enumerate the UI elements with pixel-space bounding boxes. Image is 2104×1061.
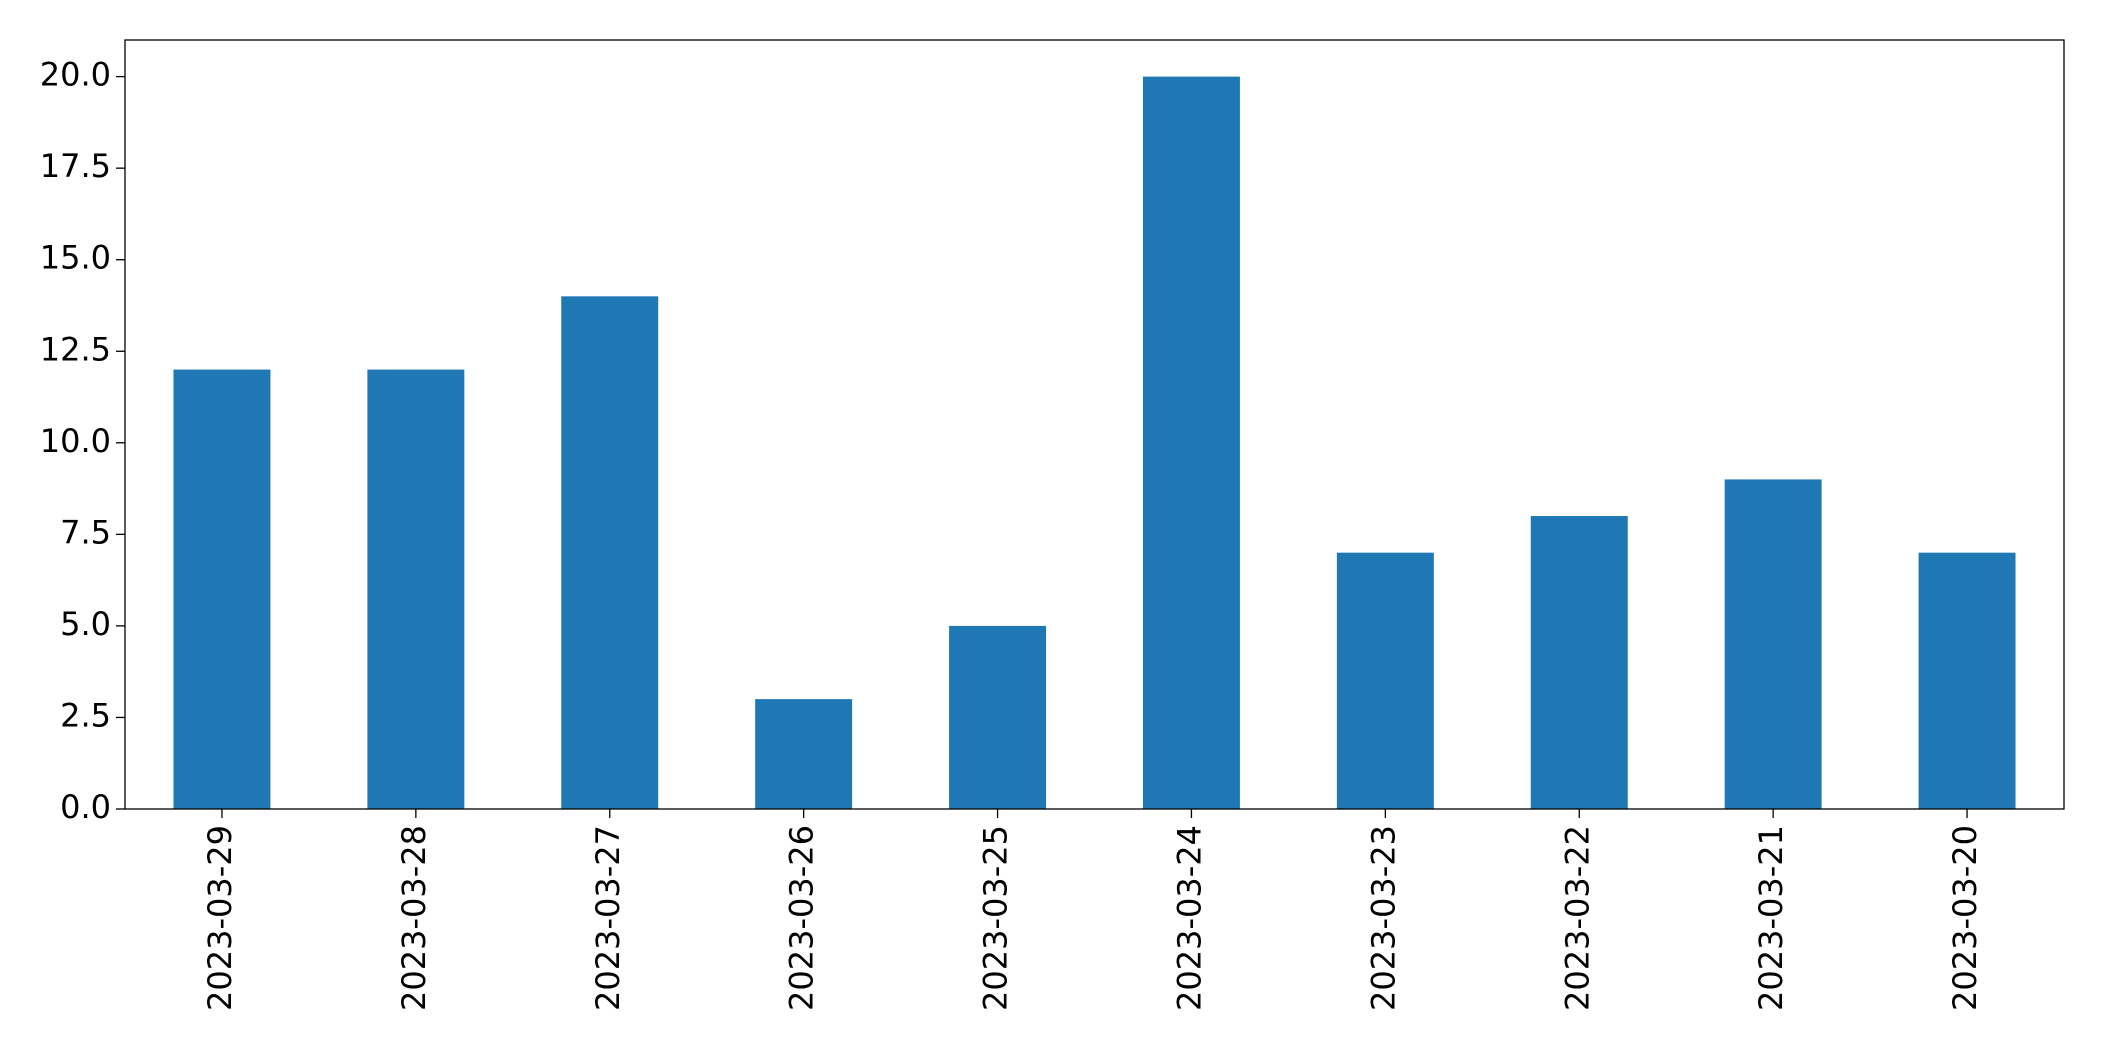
bar	[367, 369, 465, 809]
x-tick-label: 2023-03-28	[395, 825, 433, 1011]
bar	[1142, 76, 1240, 810]
x-tick-label: 2023-03-23	[1364, 825, 1402, 1011]
x-tick-label: 2023-03-27	[589, 825, 627, 1011]
x-tick-label: 2023-03-20	[1946, 825, 1984, 1011]
x-tick-label: 2023-03-29	[201, 825, 239, 1011]
bar	[1336, 552, 1434, 809]
bar	[1724, 479, 1822, 809]
bar	[173, 369, 271, 809]
y-tick-label: 12.5	[40, 330, 111, 368]
y-tick-label: 17.5	[40, 147, 111, 185]
y-tick-label: 0.0	[60, 788, 111, 826]
plot-frame	[124, 39, 2065, 810]
bar	[561, 296, 659, 809]
bar	[1530, 516, 1628, 809]
y-tick-label: 5.0	[60, 605, 111, 643]
y-tick-label: 15.0	[40, 239, 111, 277]
bar	[1918, 552, 2016, 809]
x-tick-label: 2023-03-26	[783, 825, 821, 1011]
y-tick-label: 7.5	[60, 513, 111, 551]
bar	[755, 699, 853, 809]
y-tick-label: 20.0	[40, 56, 111, 94]
x-tick-label: 2023-03-21	[1752, 825, 1790, 1011]
y-tick-label: 10.0	[40, 422, 111, 460]
x-tick-label: 2023-03-24	[1170, 825, 1208, 1011]
bar	[949, 625, 1047, 809]
y-tick-label: 2.5	[60, 696, 111, 734]
x-tick-label: 2023-03-22	[1558, 825, 1596, 1011]
x-tick-label: 2023-03-25	[977, 825, 1015, 1011]
